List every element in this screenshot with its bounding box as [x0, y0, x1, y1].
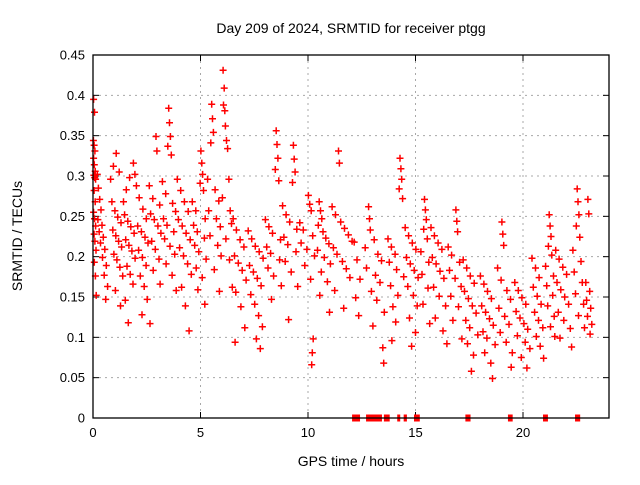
y-tick-label: 0.3 [67, 169, 85, 184]
y-tick-label: 0.1 [67, 330, 85, 345]
x-tick-label: 0 [89, 425, 96, 440]
y-tick-label: 0.05 [60, 370, 85, 385]
y-tick-label: 0.25 [60, 209, 85, 224]
x-axis-label: GPS time / hours [298, 453, 405, 469]
gridlines [93, 55, 609, 418]
tick-labels: 0 0.05 0.1 0.15 0.2 0.25 0.3 0.35 0.4 0.45 0 5 10 15 2… [60, 48, 531, 441]
x-tick-label: 20 [516, 425, 530, 440]
x-tick-label: 15 [408, 425, 422, 440]
y-tick-label: 0.4 [67, 88, 85, 103]
y-axis-label: SRMTID / TECUs [9, 181, 25, 291]
axis-ticks [92, 54, 609, 419]
x-tick-label: 10 [301, 425, 315, 440]
y-tick-label: 0.2 [67, 249, 85, 264]
y-tick-label: 0 [78, 411, 85, 426]
plot-frame [92, 54, 610, 419]
y-tick-label: 0.15 [60, 290, 85, 305]
y-tick-label: 0.45 [60, 48, 85, 63]
x-tick-label: 5 [197, 425, 204, 440]
y-tick-label: 0.35 [60, 128, 85, 143]
scatter-points [89, 66, 596, 382]
chart-title: Day 209 of 2024, SRMTID for receiver ptg… [216, 20, 485, 36]
